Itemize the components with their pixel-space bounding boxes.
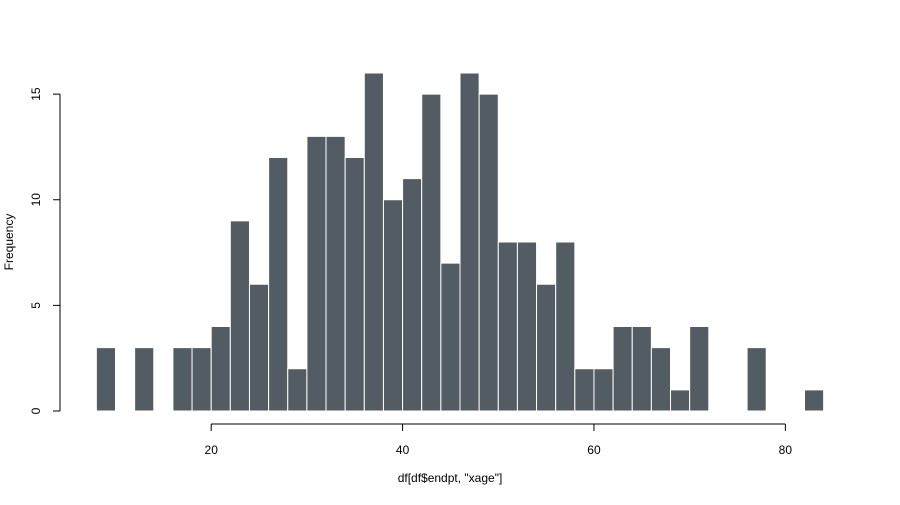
histogram-bar-44-46 [440, 262, 461, 412]
histogram-bar-24-26 [248, 283, 270, 412]
histogram-bar-38-40 [382, 199, 404, 412]
histogram-bar-48-50 [478, 93, 499, 412]
histogram-bar-58-60 [574, 368, 595, 412]
histogram-bar-28-30 [287, 368, 308, 412]
x-tick-label-80: 80 [779, 443, 793, 457]
histogram-bar-62-64 [612, 326, 633, 412]
x-tick-label-40: 40 [396, 443, 410, 457]
histogram-bar-66-68 [650, 347, 672, 412]
y-axis-label: Frequency [2, 214, 16, 271]
histogram-bar-20-22 [210, 326, 231, 412]
x-axis: 20 40 60 80 [205, 423, 793, 457]
x-tick-label-20: 20 [205, 443, 219, 457]
histogram-bar-34-36 [344, 157, 365, 412]
histogram-bar-22-24 [229, 220, 250, 412]
histogram-bar-64-66 [631, 326, 652, 412]
histogram-bar-18-20 [191, 347, 212, 412]
histogram-bar-52-54 [516, 241, 538, 412]
histogram-bar-68-70 [670, 389, 691, 412]
x-axis-label: df[df$endpt, "xage"] [398, 471, 503, 485]
histogram-bar-54-56 [536, 283, 557, 412]
histogram-bar-60-62 [593, 368, 614, 412]
histogram-bar-8-10 [95, 347, 117, 412]
y-tick-label-0: 0 [29, 407, 43, 414]
histogram-bar-40-42 [402, 178, 423, 412]
histogram-bar-36-38 [363, 72, 384, 412]
histogram-bar-70-72 [689, 326, 710, 412]
histogram-bar-56-58 [555, 241, 576, 412]
histogram-bar-32-34 [325, 135, 346, 412]
histogram-bar-12-14 [134, 347, 155, 412]
y-tick-label-15: 15 [29, 87, 43, 101]
histogram-bar-30-32 [306, 135, 327, 412]
x-tick-label-60: 60 [587, 443, 601, 457]
bars-group [95, 72, 825, 412]
y-axis: 0 5 10 15 [29, 87, 61, 414]
y-tick-label-10: 10 [29, 193, 43, 207]
histogram-bar-82-84 [803, 389, 825, 412]
histogram-bar-16-18 [172, 347, 193, 412]
histogram-bar-50-52 [497, 241, 518, 412]
histogram-bar-42-44 [421, 93, 442, 412]
histogram-bar-46-48 [459, 72, 480, 412]
histogram-bar-76-78 [746, 347, 767, 412]
histogram-bar-26-28 [268, 157, 289, 412]
y-tick-label-5: 5 [29, 302, 43, 309]
